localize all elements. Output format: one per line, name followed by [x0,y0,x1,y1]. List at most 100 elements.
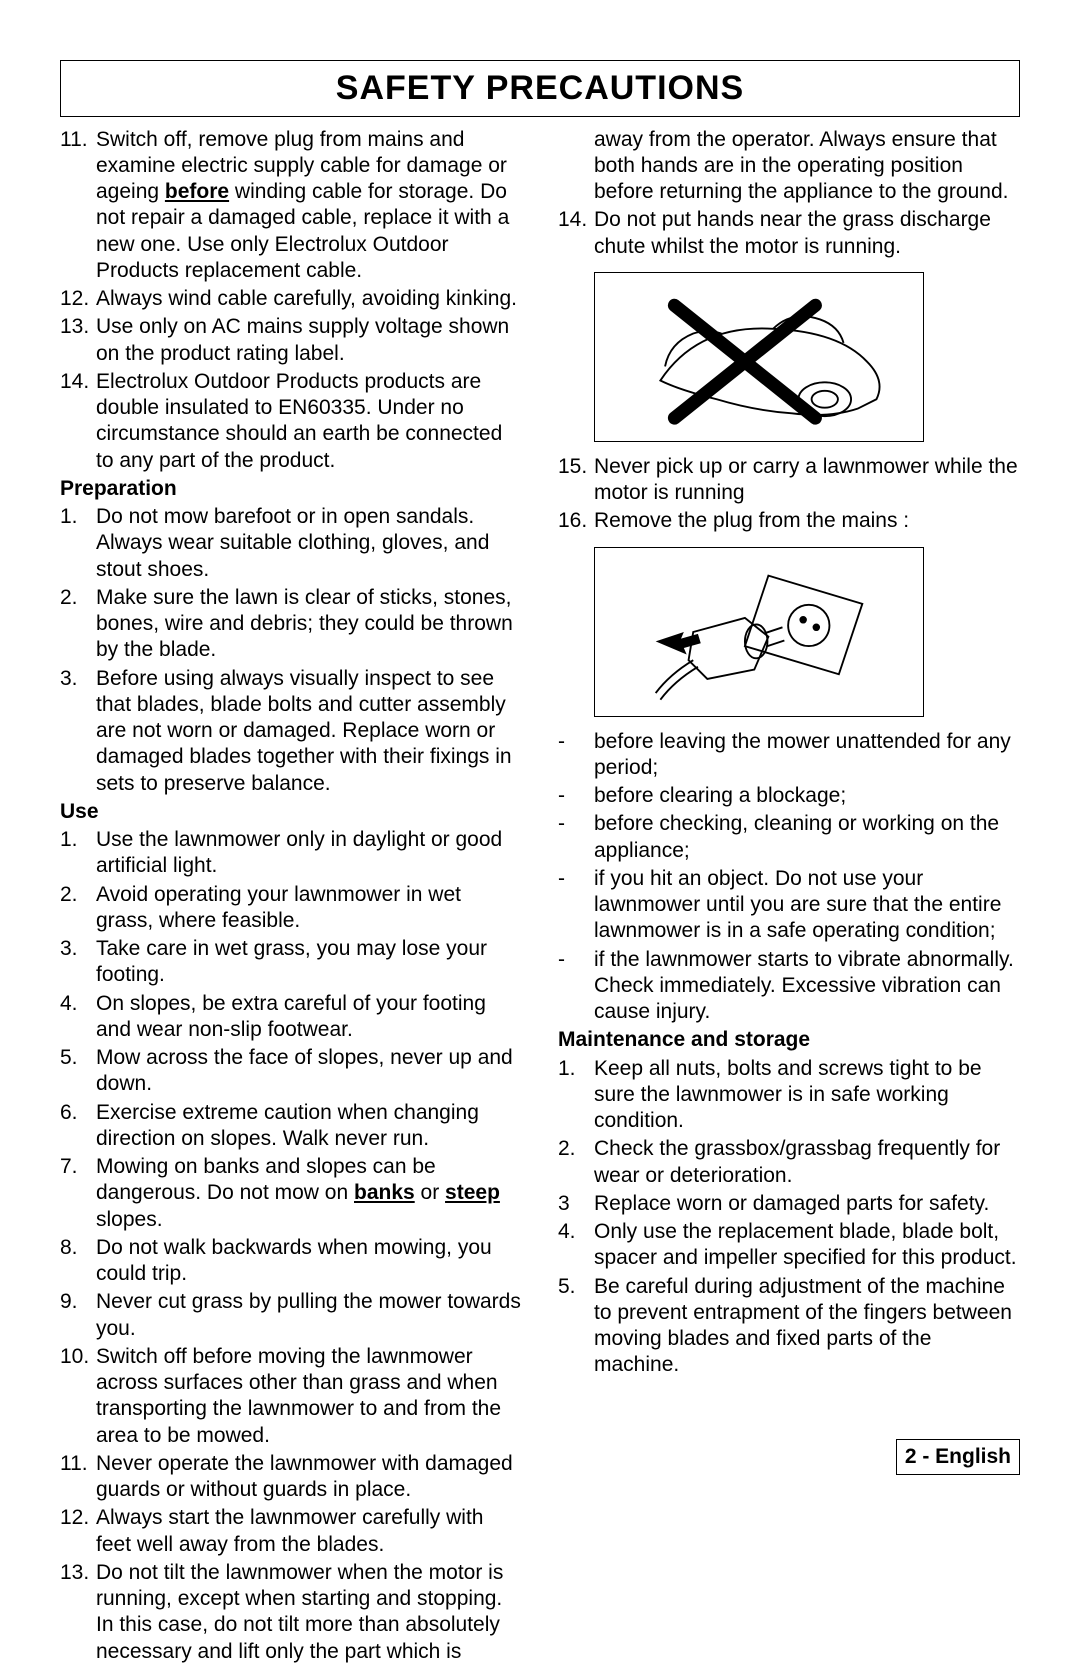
list-text: Never operate the lawnmower with damaged… [96,1451,522,1504]
list-number: 13. [60,1560,96,1665]
list-number: 15. [558,454,594,507]
list-number: 1. [558,1056,594,1135]
list-number: 3. [60,666,96,797]
list-text: Do not tilt the lawnmower when the motor… [96,1560,522,1665]
list-text: before clearing a blockage; [594,783,1020,809]
list-text: if the lawnmower starts to vibrate abnor… [594,947,1020,1026]
figure-no-hands-chute [594,272,924,442]
list-number: 1. [60,504,96,583]
list-item: 4.Only use the replacement blade, blade … [558,1219,1020,1272]
plug-socket-icon [604,552,914,712]
list-text: Do not mow barefoot or in open sandals. … [96,504,522,583]
page-footer: 2 - English [896,1439,1020,1475]
list-text: Check the grassbox/grassbag frequently f… [594,1136,1020,1189]
list-item: 14. Do not put hands near the grass disc… [558,207,1020,260]
list-number: 14. [60,369,96,474]
list-text: On slopes, be extra careful of your foot… [96,991,522,1044]
list-text: Make sure the lawn is clear of sticks, s… [96,585,522,664]
list-dash: - [558,729,594,782]
list-number: 4. [60,991,96,1044]
list-text: Switch off before moving the lawnmower a… [96,1344,522,1449]
list-text: Never pick up or carry a lawnmower while… [594,454,1020,507]
list-item: -if you hit an object. Do not use your l… [558,866,1020,945]
list-item: 3.Before using always visually inspect t… [60,666,522,797]
list-dash: - [558,811,594,864]
list-text: Only use the replacement blade, blade bo… [594,1219,1020,1272]
list-text: Before using always visually inspect to … [96,666,522,797]
list-number: 7. [60,1154,96,1233]
list-item: -before checking, cleaning or working on… [558,811,1020,864]
list-text: Never cut grass by pulling the mower tow… [96,1289,522,1342]
list-text: Always start the lawnmower carefully wit… [96,1505,522,1558]
list-item: 12.Always start the lawnmower carefully … [60,1505,522,1558]
list-item: 2.Avoid operating your lawnmower in wet … [60,882,522,935]
list-dash: - [558,783,594,809]
list-text: Take care in wet grass, you may lose you… [96,936,522,989]
list-item: 13.Use only on AC mains supply voltage s… [60,314,522,367]
figure-remove-plug [594,547,924,717]
list-text: Mowing on banks and slopes can be danger… [96,1154,522,1233]
list-item: 2.Check the grassbox/grassbag frequently… [558,1136,1020,1189]
electrical-list: 11.Switch off, remove plug from mains an… [60,127,522,474]
list-text: Do not walk backwards when mowing, you c… [96,1235,522,1288]
list-text: before checking, cleaning or working on … [594,811,1020,864]
list-number: 5. [558,1274,594,1379]
list-number: 14. [558,207,594,260]
list-item: 15. Never pick up or carry a lawnmower w… [558,454,1020,507]
list-text: if you hit an object. Do not use your la… [594,866,1020,945]
list-number: 8. [60,1235,96,1288]
list-number: 2. [60,585,96,664]
list-number: 9. [60,1289,96,1342]
list-number: 2. [558,1136,594,1189]
mower-cross-icon [604,277,914,437]
list-text: Replace worn or damaged parts for safety… [594,1191,1020,1217]
list-number: 12. [60,286,96,312]
list-dash: - [558,947,594,1026]
list-item: -before leaving the mower unattended for… [558,729,1020,782]
two-column-layout: 11.Switch off, remove plug from mains an… [60,127,1020,1667]
list-number: 12. [60,1505,96,1558]
maintenance-heading: Maintenance and storage [558,1027,1020,1053]
right-column: away from the operator. Always ensure th… [558,127,1020,1667]
list-item: 6.Exercise extreme caution when changing… [60,1100,522,1153]
use-list: 1.Use the lawnmower only in daylight or … [60,827,522,1665]
list-number: 11. [60,1451,96,1504]
list-number: 16. [558,508,594,534]
list-item: 7.Mowing on banks and slopes can be dang… [60,1154,522,1233]
list-number: 5. [60,1045,96,1098]
list-item: 13.Do not tilt the lawnmower when the mo… [60,1560,522,1665]
list-dash: - [558,866,594,945]
list-text: Mow across the face of slopes, never up … [96,1045,522,1098]
dash-list: -before leaving the mower unattended for… [558,729,1020,1026]
list-item: 3Replace worn or damaged parts for safet… [558,1191,1020,1217]
list-item: 1.Use the lawnmower only in daylight or … [60,827,522,880]
list-item: 2.Make sure the lawn is clear of sticks,… [60,585,522,664]
list-item: 14.Electrolux Outdoor Products products … [60,369,522,474]
list-item: 11.Never operate the lawnmower with dama… [60,1451,522,1504]
list-item: 4.On slopes, be extra careful of your fo… [60,991,522,1044]
list-number [558,127,594,206]
use-heading: Use [60,799,522,825]
list-text: Be careful during adjustment of the mach… [594,1274,1020,1379]
list-item: 12.Always wind cable carefully, avoiding… [60,286,522,312]
list-text: Use only on AC mains supply voltage show… [96,314,522,367]
list-item: -before clearing a blockage; [558,783,1020,809]
maintenance-list: 1.Keep all nuts, bolts and screws tight … [558,1056,1020,1379]
list-item: 1.Do not mow barefoot or in open sandals… [60,504,522,583]
list-text: Exercise extreme caution when changing d… [96,1100,522,1153]
list-item: 10.Switch off before moving the lawnmowe… [60,1344,522,1449]
list-number: 2. [60,882,96,935]
list-text: Switch off, remove plug from mains and e… [96,127,522,285]
preparation-heading: Preparation [60,476,522,502]
list-item: away from the operator. Always ensure th… [558,127,1020,206]
list-text: Remove the plug from the mains : [594,508,1020,534]
list-text: Avoid operating your lawnmower in wet gr… [96,882,522,935]
list-number: 6. [60,1100,96,1153]
list-text: Use the lawnmower only in daylight or go… [96,827,522,880]
list-item: 3.Take care in wet grass, you may lose y… [60,936,522,989]
list-number: 1. [60,827,96,880]
left-column: 11.Switch off, remove plug from mains an… [60,127,522,1667]
list-text: before leaving the mower unattended for … [594,729,1020,782]
list-number: 11. [60,127,96,285]
list-item: 5.Be careful during adjustment of the ma… [558,1274,1020,1379]
